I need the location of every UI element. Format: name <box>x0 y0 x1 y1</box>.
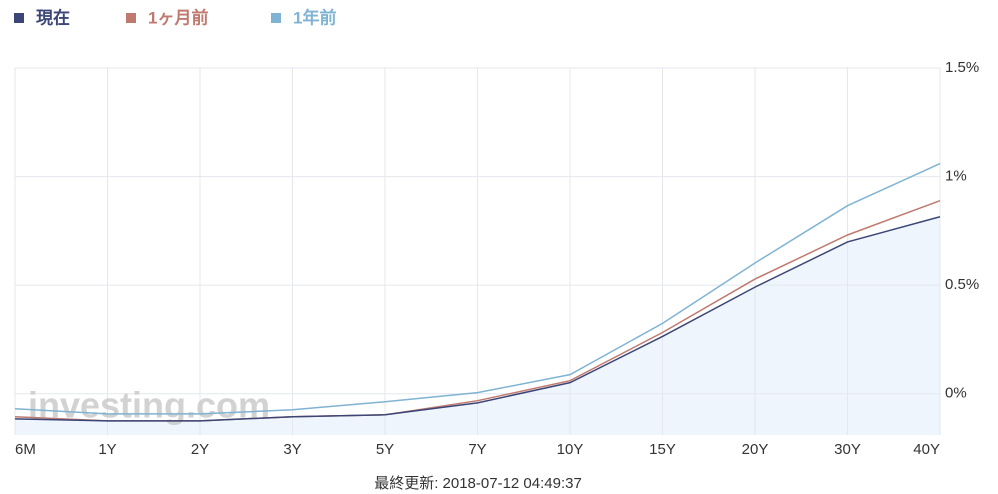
x-tick-label: 15Y <box>649 441 676 458</box>
series-line <box>14 216 941 422</box>
x-tick-label: 1Y <box>98 441 116 458</box>
y-tick-label: 0.5% <box>945 276 979 293</box>
x-tick-label: 2Y <box>191 441 209 458</box>
area-fill <box>15 216 940 435</box>
legend-swatch <box>126 13 136 23</box>
x-tick-label: 7Y <box>468 441 486 458</box>
footer: 最終更新: 2018-07-12 04:49:37 <box>374 475 582 492</box>
x-tick-label: 10Y <box>557 441 584 458</box>
x-tick-label: 5Y <box>376 441 394 458</box>
y-tick-label: 0% <box>945 385 967 402</box>
x-tick-label: 6M <box>15 441 36 458</box>
y-tick-label: 1.5% <box>945 59 979 76</box>
x-tick-label: 3Y <box>283 441 301 458</box>
legend-swatch <box>14 13 24 23</box>
x-tick-label: 40Y <box>913 441 940 458</box>
legend-swatch <box>271 13 281 23</box>
x-tick-label: 20Y <box>742 441 769 458</box>
x-tick-label: 30Y <box>834 441 861 458</box>
legend-label: 1年前 <box>293 7 336 27</box>
series-line <box>14 162 941 415</box>
y-tick-label: 1% <box>945 168 967 185</box>
legend-label: 現在 <box>36 7 70 27</box>
legend-label: 1ヶ月前 <box>148 7 208 27</box>
